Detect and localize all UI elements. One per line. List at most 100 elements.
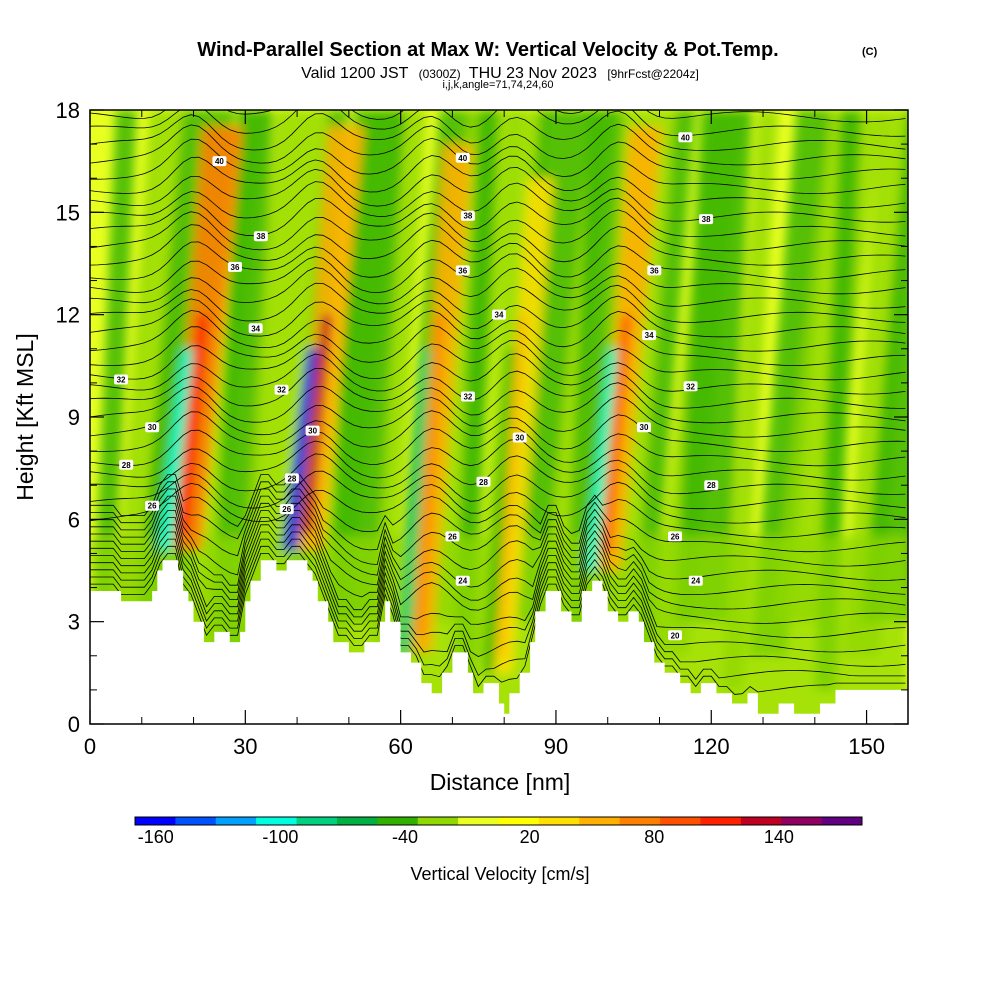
contour-label: 40 xyxy=(215,157,224,166)
contour-label: 26 xyxy=(448,532,457,541)
theta-contour-line xyxy=(90,123,906,166)
contour-label: 28 xyxy=(479,478,488,487)
contour-label-bg xyxy=(678,132,693,143)
updraft-core xyxy=(497,314,526,656)
theta-contour-line xyxy=(90,469,906,510)
colorbar-swatch xyxy=(498,817,540,825)
contour-label: 26 xyxy=(148,502,157,511)
theta-contour-line xyxy=(90,324,906,366)
theta-contour-line xyxy=(90,481,906,524)
theta-contour-line xyxy=(90,181,906,223)
colorbar-tick-label: 140 xyxy=(764,827,794,847)
colorbar-swatch xyxy=(579,817,620,825)
field-band xyxy=(563,110,626,656)
theta-contour-line xyxy=(90,353,906,395)
x-tick-label: 30 xyxy=(233,734,257,759)
contour-label-bg xyxy=(492,309,506,320)
theta-contour-line xyxy=(90,382,906,424)
theta-contour-line xyxy=(90,396,906,438)
theta-contour-line xyxy=(90,239,906,280)
contour-label-bg xyxy=(145,422,160,433)
field-band xyxy=(843,110,908,656)
colorbar-swatch xyxy=(619,817,661,825)
contour-label: 26 xyxy=(282,505,291,514)
contour-label-bg xyxy=(668,630,683,641)
updraft-core xyxy=(176,314,210,533)
x-tick-label: 120 xyxy=(693,734,730,759)
theta-contour-line xyxy=(90,367,906,409)
subtitle-forecast: [9hrFcst@2204z] xyxy=(607,67,699,81)
colorbar-tick-label: -40 xyxy=(392,827,418,847)
theta-contour-line xyxy=(90,253,906,295)
colorbar-swatch xyxy=(821,817,863,825)
contour-label: 32 xyxy=(686,382,695,391)
colorbar-ticks: -160 -100 -40 20 80 140 xyxy=(138,827,794,847)
updraft-core xyxy=(415,314,445,636)
y-tick-label: 3 xyxy=(68,610,80,635)
colorbar-swatch xyxy=(417,817,459,825)
theta-contour-line xyxy=(90,531,906,653)
contour-label: 36 xyxy=(458,266,467,275)
colorbar-swatch xyxy=(135,817,176,825)
y-tick-label: 6 xyxy=(68,507,80,532)
contour-label: 30 xyxy=(308,427,317,436)
contour-label: 26 xyxy=(671,532,680,541)
contour-label-bg xyxy=(455,265,470,276)
contour-label: 30 xyxy=(640,423,649,432)
contour-label-bg xyxy=(145,500,160,511)
colorbar-swatch xyxy=(781,817,822,825)
contour-label: 24 xyxy=(458,577,467,586)
x-tick-label: 150 xyxy=(848,734,885,759)
chart-title: Wind-Parallel Section at Max W: Vertical… xyxy=(197,39,778,61)
colorbar-tick-label: 20 xyxy=(520,827,540,847)
y-axis-label: Height [Kft MSL] xyxy=(12,333,38,500)
colorbar-swatch xyxy=(336,817,378,825)
plot-area: 40 40 40 38 38 38 36 36 36 34 34 34 32 32 32 32 30 30 30 30… xyxy=(90,110,908,724)
subtitle-valid: Valid 1200 JST xyxy=(301,65,409,82)
contour-label-bg xyxy=(284,473,299,484)
contour-label-bg xyxy=(119,459,134,470)
contour-label: 32 xyxy=(463,393,472,402)
contour-label-bg xyxy=(460,391,475,402)
theta-contour-line xyxy=(90,453,906,495)
subtitle-utc: (0300Z) xyxy=(419,67,461,81)
colorbar-swatch xyxy=(458,817,499,825)
theta-contour-line xyxy=(90,110,906,152)
theta-contour-line xyxy=(90,502,906,595)
theta-contour-line xyxy=(90,524,906,639)
contour-labels: 40 40 40 38 38 38 36 36 36 34 34 34 32 32 32 32 30 30 30 30… xyxy=(114,132,719,641)
contour-label-bg xyxy=(688,575,703,586)
contour-label-bg xyxy=(512,432,527,443)
contour-label: 20 xyxy=(671,631,680,640)
colorbar-tick-label: 80 xyxy=(644,827,664,847)
x-axis: 0 30 60 90 120 150 xyxy=(84,110,885,759)
colorbar-swatch xyxy=(296,817,338,825)
theta-contour-line xyxy=(90,510,906,610)
contour-label-bg xyxy=(114,374,129,385)
theta-contour-line xyxy=(90,267,906,309)
chart-indices: i,j,k,angle=71,74,24,60 xyxy=(442,79,553,91)
field-band xyxy=(240,110,329,622)
contour-label-bg xyxy=(227,261,242,272)
colorbar-swatch xyxy=(175,817,217,825)
y-tick-label: 15 xyxy=(56,200,80,225)
contour-label: 30 xyxy=(148,423,157,432)
chart-subtitle: Valid 1200 JST (0300Z) THU 23 Nov 2023 [… xyxy=(301,65,699,82)
contour-label-bg xyxy=(455,152,470,163)
contour-label: 34 xyxy=(251,324,260,333)
contour-label: 32 xyxy=(117,375,126,384)
colorbar-swatch xyxy=(740,817,782,825)
theta-contour-line xyxy=(90,209,906,252)
contour-label: 38 xyxy=(702,215,711,224)
copyright-mark: (C) xyxy=(862,46,878,58)
x-tick-label: 60 xyxy=(388,734,412,759)
colorbar-tick-label: -160 xyxy=(138,827,174,847)
theta-contour-line xyxy=(90,474,906,538)
contour-label-bg xyxy=(274,384,289,395)
theta-contour-line xyxy=(90,517,906,624)
contour-label-bg xyxy=(279,504,294,515)
contour-label: 28 xyxy=(122,461,131,470)
subtitle-date: THU 23 Nov 2023 xyxy=(469,65,597,82)
